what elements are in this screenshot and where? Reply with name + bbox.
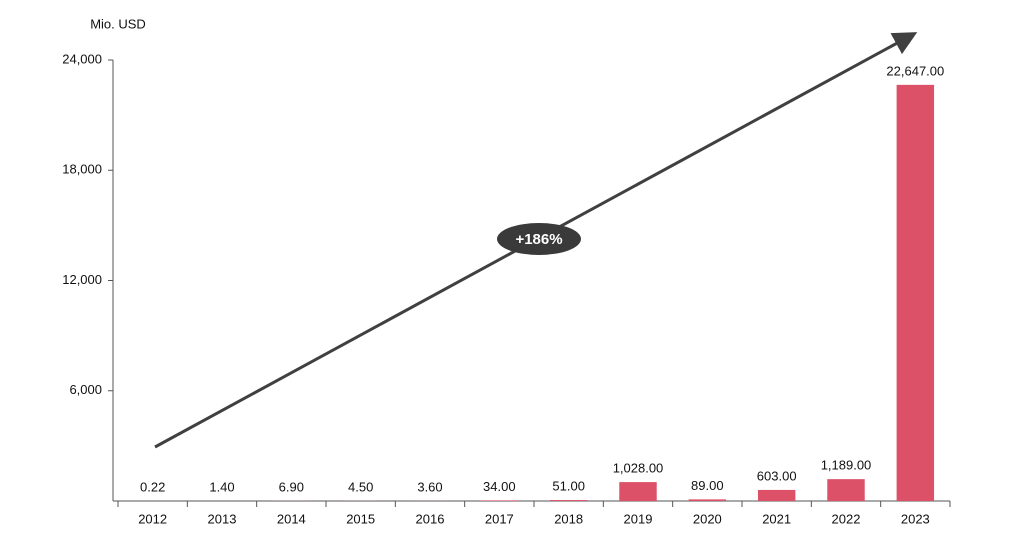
value-label: 3.60 [417,479,442,494]
annotation-badge [497,223,581,255]
value-label: 34.00 [483,479,516,494]
value-label: 22,647.00 [886,63,944,78]
bar [549,500,588,501]
y-tick-label: 12,000 [62,272,102,287]
bar [757,489,796,501]
x-tick-label: 2017 [485,511,514,526]
value-label: 89.00 [691,478,724,493]
value-label: 51.00 [552,479,585,494]
x-tick-label: 2019 [624,511,653,526]
y-tick-label: 18,000 [62,162,102,177]
y-tick-label: 24,000 [62,51,102,66]
x-tick-label: 2015 [346,511,375,526]
value-label: 603.00 [757,468,797,483]
x-tick-label: 2021 [762,511,791,526]
y-tick-label: 6,000 [69,382,102,397]
value-label: 0.22 [140,479,165,494]
bar [896,84,935,501]
value-label: 4.50 [348,479,373,494]
value-label: 6.90 [279,479,304,494]
bar [688,499,727,501]
x-tick-label: 2014 [277,511,306,526]
x-tick-label: 2023 [901,511,930,526]
x-tick-label: 2020 [693,511,722,526]
x-tick-label: 2012 [138,511,167,526]
value-label: 1,028.00 [613,461,664,476]
x-tick-label: 2018 [554,511,583,526]
x-tick-label: 2013 [208,511,237,526]
bar [827,479,865,501]
x-tick-label: 2016 [416,511,445,526]
x-tick-label: 2022 [832,511,861,526]
bar [619,482,657,501]
annotation: +186% [515,231,562,248]
value-label: 1.40 [209,479,234,494]
axis-label: Mio. USD [90,16,146,31]
bar [480,500,519,501]
value-label: 1,189.00 [821,458,872,473]
